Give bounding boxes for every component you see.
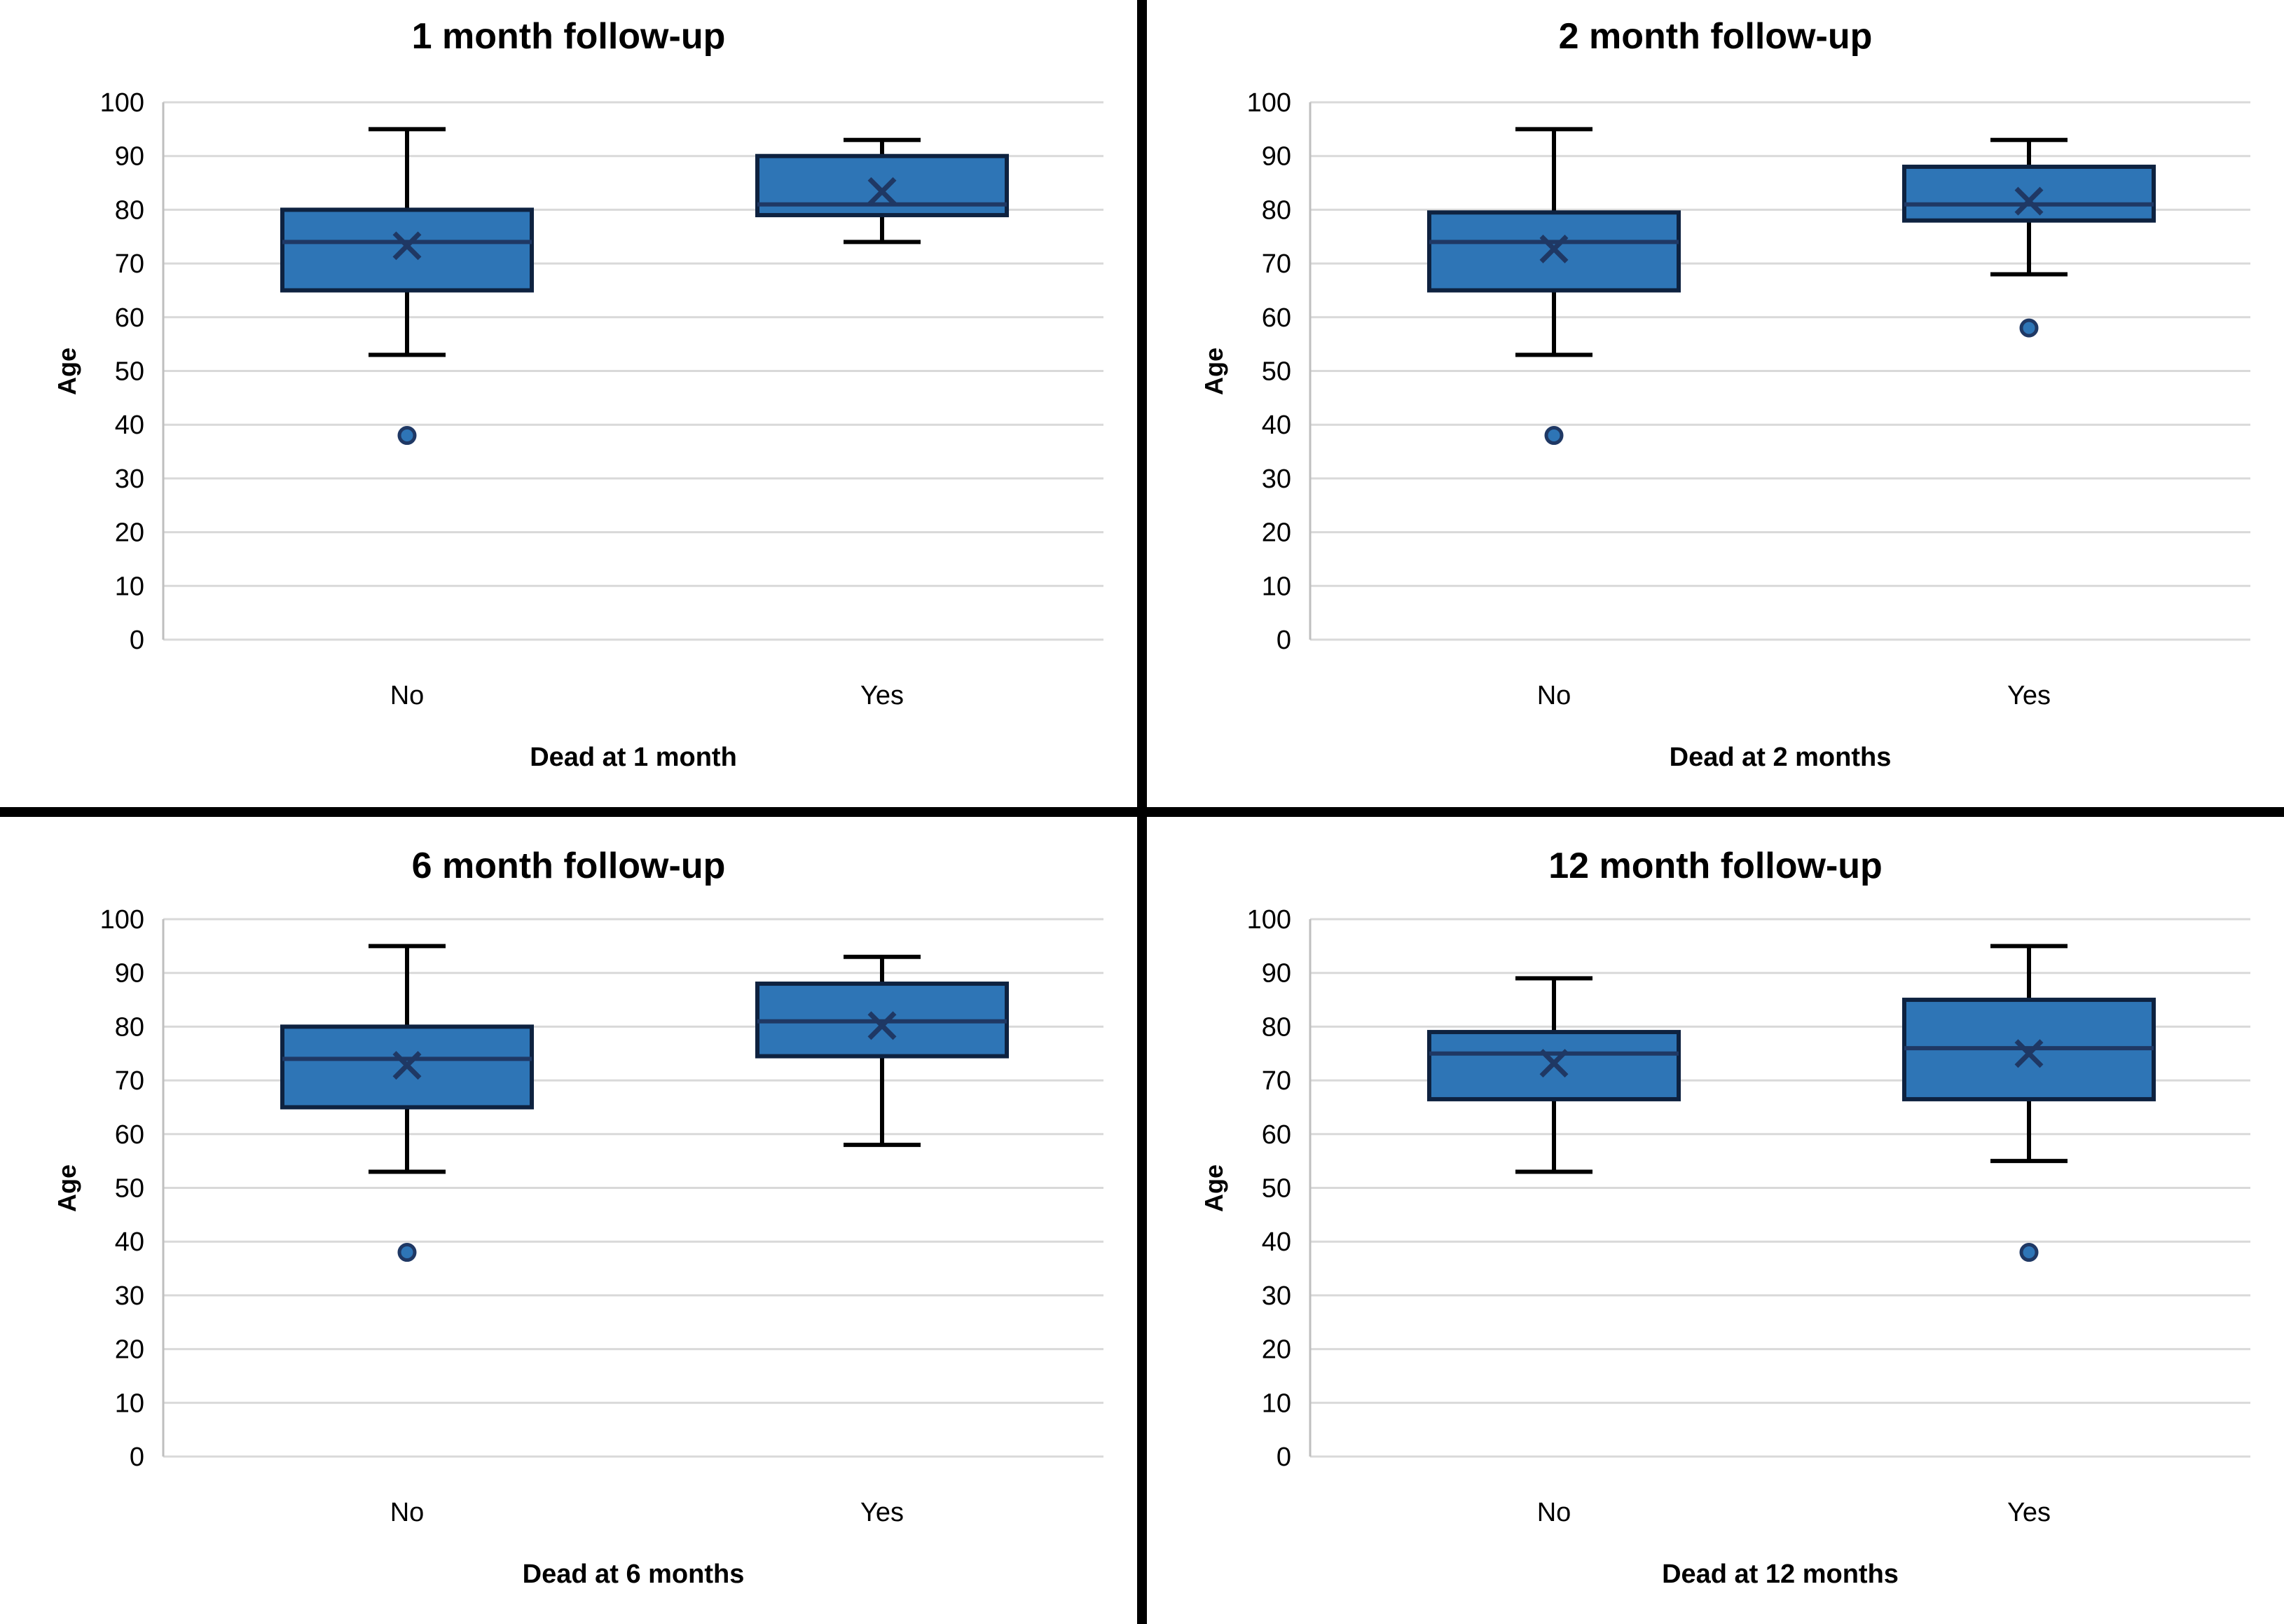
y-tick-label: 50 [115, 357, 144, 387]
chart-title: 1 month follow-up [411, 16, 726, 57]
y-tick-label: 50 [115, 1174, 144, 1204]
chart-12-month-followup: 12 month follow-up Age 0 10 20 30 40 50 60 70 80… [1147, 817, 2284, 1624]
y-tick-label: 60 [1262, 303, 1291, 333]
mean-marker [392, 231, 422, 261]
mean-marker [2014, 186, 2044, 216]
y-tick-label: 10 [115, 572, 144, 601]
y-tick-label: 20 [1262, 1335, 1291, 1365]
y-tick-label: 70 [1262, 249, 1291, 279]
y-tick-label: 70 [1262, 1066, 1291, 1096]
outlier-point [2019, 1243, 2039, 1262]
x-axis-title: Dead at 2 months [1669, 743, 1892, 772]
boxplot-canvas: 0 10 20 30 40 50 60 70 80 90 100 No Yes [1247, 88, 2250, 710]
y-tick-label: 0 [1277, 1443, 1291, 1472]
y-tick-label: 30 [115, 465, 144, 494]
outlier-point [1544, 426, 1564, 446]
category-label: No [390, 1498, 425, 1527]
boxplot-canvas: 0 10 20 30 40 50 60 70 80 90 100 No Yes [100, 88, 1103, 710]
y-tick-label: 40 [1262, 1227, 1291, 1257]
x-axis-title: Dead at 12 months [1662, 1560, 1899, 1589]
mean-marker [1539, 234, 1569, 263]
y-tick-label: 40 [1262, 411, 1291, 440]
chart-title: 12 month follow-up [1548, 846, 1883, 886]
y-tick-label: 10 [1262, 1389, 1291, 1418]
category-label: Yes [860, 681, 904, 710]
chart-6-month-followup: 6 month follow-up Age 0 10 20 30 40 50 60 70 80 9… [0, 817, 1137, 1624]
y-tick-label: 10 [1262, 572, 1291, 601]
outlier-point [397, 1243, 417, 1262]
mean-marker [1539, 1049, 1569, 1078]
y-tick-label: 70 [115, 1066, 144, 1096]
y-tick-label: 100 [1247, 905, 1291, 935]
y-tick-label: 70 [115, 249, 144, 279]
boxplot-canvas: 0 10 20 30 40 50 60 70 80 90 100 No Yes [1247, 905, 2250, 1527]
mean-marker [392, 1051, 422, 1080]
chart-2-month-followup: 2 month follow-up Age 0 10 20 30 40 50 60 70 80 9… [1147, 0, 2284, 807]
x-axis-title: Dead at 1 month [530, 743, 737, 772]
y-tick-label: 60 [1262, 1120, 1291, 1150]
y-tick-label: 20 [115, 1335, 144, 1365]
y-tick-label: 20 [115, 518, 144, 548]
y-tick-label: 90 [1262, 142, 1291, 172]
x-axis-title: Dead at 6 months [522, 1560, 745, 1589]
y-tick-label: 90 [115, 959, 144, 989]
y-tick-label: 40 [115, 411, 144, 440]
chart-1-month-followup: 1 month follow-up Age 0 10 20 30 40 50 60 70 80 9… [0, 0, 1137, 807]
y-tick-label: 30 [115, 1281, 144, 1311]
y-tick-label: 60 [115, 1120, 144, 1150]
y-tick-label: 90 [115, 142, 144, 172]
y-tick-label: 60 [115, 303, 144, 333]
iqr-box [1902, 165, 2156, 223]
y-tick-label: 80 [1262, 195, 1291, 225]
y-tick-label: 30 [1262, 1281, 1291, 1311]
category-label: No [1537, 681, 1571, 710]
mean-marker [867, 1011, 897, 1040]
y-tick-label: 100 [100, 905, 144, 935]
y-tick-label: 20 [1262, 518, 1291, 548]
y-tick-label: 100 [100, 88, 144, 118]
outlier-point [2019, 318, 2039, 338]
outlier-point [397, 426, 417, 446]
y-tick-label: 50 [1262, 1174, 1291, 1204]
y-tick-label: 10 [115, 1389, 144, 1418]
iqr-box [280, 207, 534, 293]
y-tick-label: 0 [130, 626, 144, 655]
y-tick-label: 0 [130, 1443, 144, 1472]
chart-title: 6 month follow-up [411, 846, 726, 886]
y-tick-label: 100 [1247, 88, 1291, 118]
y-tick-label: 80 [115, 195, 144, 225]
y-tick-label: 80 [115, 1012, 144, 1042]
category-label: No [390, 681, 425, 710]
category-label: Yes [2007, 1498, 2051, 1527]
mean-marker [2014, 1039, 2044, 1068]
category-label: Yes [860, 1498, 904, 1527]
horizontal-divider [0, 807, 2284, 817]
y-tick-label: 50 [1262, 357, 1291, 387]
category-label: Yes [2007, 681, 2051, 710]
y-tick-label: 80 [1262, 1012, 1291, 1042]
mean-marker [867, 177, 897, 206]
chart-title: 2 month follow-up [1558, 16, 1873, 57]
y-tick-label: 30 [1262, 465, 1291, 494]
y-tick-label: 40 [115, 1227, 144, 1257]
category-label: No [1537, 1498, 1571, 1527]
boxplot-canvas: 0 10 20 30 40 50 60 70 80 90 100 No Yes [100, 905, 1103, 1527]
y-tick-label: 90 [1262, 959, 1291, 989]
y-tick-label: 0 [1277, 626, 1291, 655]
